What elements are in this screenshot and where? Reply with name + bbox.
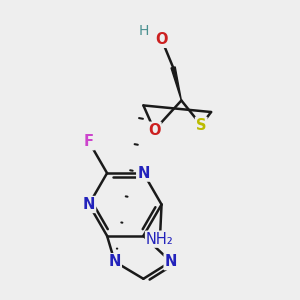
Polygon shape [171, 67, 181, 100]
Text: NH₂: NH₂ [146, 232, 174, 247]
Text: F: F [84, 134, 94, 149]
Text: H: H [138, 24, 148, 38]
Text: N: N [165, 254, 177, 269]
Text: O: O [155, 32, 168, 47]
Text: S: S [196, 118, 206, 133]
Text: N: N [83, 197, 95, 212]
Text: N: N [137, 166, 150, 181]
Text: O: O [148, 123, 161, 138]
Text: N: N [109, 254, 121, 269]
